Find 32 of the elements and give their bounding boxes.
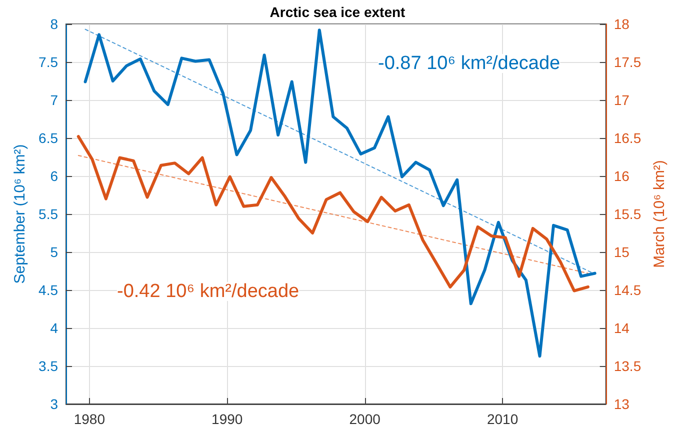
y2-tick-label: 16 [614,168,630,184]
y2-tick-label: 17.5 [614,54,642,70]
y-tick-label: 5 [50,244,58,260]
y-tick-label: 5.5 [38,206,58,222]
y-tick-label: 6.5 [38,130,58,146]
y2-tick-label: 13.5 [614,358,642,374]
y-tick-label: 3 [50,396,58,412]
y-tick-label: 6 [50,168,58,184]
line-series [84,28,596,358]
x-tick-label: 2010 [486,411,518,427]
annotation: -0.42 10⁶ km²/decade [117,281,300,302]
y2-tick-label: 18 [614,16,630,32]
y2-axis-title: March (10⁶ km²) [651,160,668,268]
y-tick-label: 7 [50,92,58,108]
x-tick-label: 1990 [212,411,243,427]
y2-tick-label: 13 [614,396,630,412]
y-tick-label: 4.5 [38,282,58,298]
y2-tick-label: 15.5 [614,206,642,222]
y2-tick-label: 16.5 [614,130,642,146]
y-tick-label: 7.5 [38,54,58,70]
chart-title: Arctic sea ice extent [270,4,406,20]
y-tick-label: 8 [50,16,58,32]
y-tick-label: 3.5 [38,358,58,374]
y-axis-title: September (10⁶ km²) [12,144,29,284]
x-tick-label: 2000 [349,411,381,427]
annotation: -0.87 10⁶ km²/decade [378,53,560,74]
y2-tick-label: 17 [614,92,630,108]
y2-tick-label: 14 [614,320,630,336]
x-tick-label: 1980 [74,411,106,427]
y2-tick-label: 14.5 [614,282,642,298]
y2-tick-label: 15 [614,244,630,260]
y-tick-label: 4 [50,320,58,336]
